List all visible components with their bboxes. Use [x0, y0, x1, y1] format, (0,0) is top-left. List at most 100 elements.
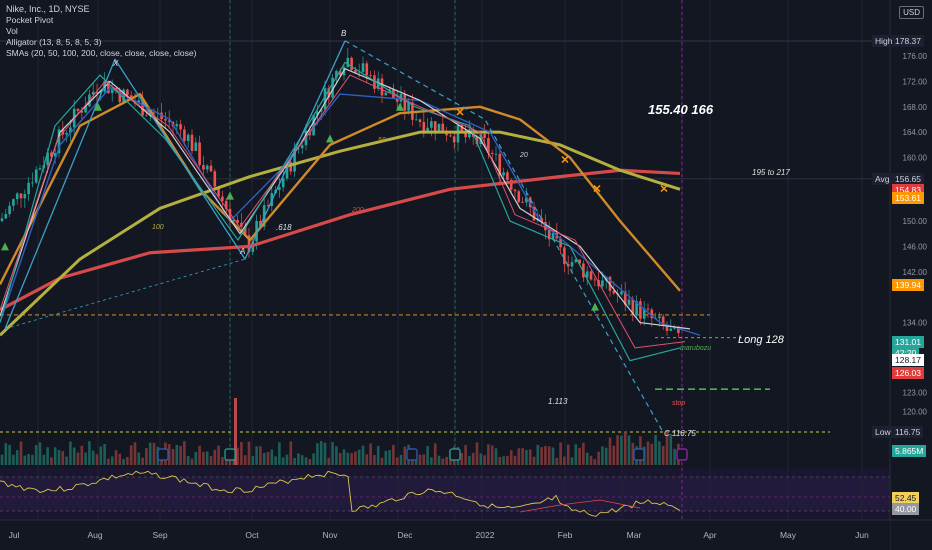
volume-bar [551, 447, 555, 465]
volume-bar [346, 452, 350, 465]
candle-body [4, 214, 8, 219]
volume-bar [91, 450, 95, 465]
time-axis [0, 520, 890, 550]
candle-body [202, 165, 205, 170]
volume-bar [665, 432, 669, 465]
volume-bar [604, 447, 608, 465]
volume-bar [297, 453, 300, 465]
volume-bar [171, 449, 175, 465]
time-tick-label: Apr [703, 530, 716, 540]
time-tick-label: Jun [855, 530, 869, 540]
volume-bar [270, 449, 274, 465]
volume-bar [395, 457, 399, 465]
candle-body [122, 89, 125, 103]
candle-body [152, 112, 156, 114]
volume-bar [559, 442, 562, 465]
candle-body [107, 80, 110, 94]
candle-body [194, 142, 198, 151]
volume-bar [430, 457, 433, 465]
candle-body [521, 202, 524, 204]
volume-bar [126, 457, 129, 465]
volume-bar [141, 457, 144, 465]
price-tick-label: 142.00 [903, 268, 928, 277]
target-annotation: 155.40 166 [648, 102, 714, 117]
candle-body [646, 308, 650, 310]
volume-bar [498, 456, 502, 465]
candle-body [236, 219, 239, 223]
volume-bar [205, 451, 209, 465]
candle-body [487, 138, 490, 153]
volume-bar [175, 444, 179, 465]
sma50-price-tag: 139.94 [892, 278, 924, 291]
candle-body [46, 152, 49, 166]
candle-body [407, 102, 410, 111]
candle-body [414, 119, 418, 121]
volume-bar [661, 445, 665, 465]
volume-bar [84, 452, 87, 465]
time-tick-label: Oct [245, 530, 259, 540]
candle-body [540, 218, 543, 222]
event-marker-icon [157, 448, 169, 461]
volume-bar [517, 448, 521, 465]
volume-bar [190, 458, 194, 465]
volume-bar [589, 455, 593, 465]
entry-price-tag: 128.17 [892, 353, 924, 366]
volume-bar [593, 458, 597, 465]
volume-bar [327, 457, 331, 465]
candle-body [627, 299, 631, 305]
candle-body [8, 205, 11, 215]
volume-bar [217, 445, 220, 465]
volume-bar [224, 458, 228, 465]
pocket-pivot-marker [226, 191, 234, 200]
volume-bar [42, 454, 46, 465]
volume-bar [426, 445, 429, 465]
volume-bar [118, 453, 122, 465]
volume-bar [487, 444, 490, 465]
time-tick-label: Nov [322, 530, 338, 540]
volume-bar [460, 453, 464, 465]
candle-body [506, 172, 509, 180]
candle-body [84, 106, 87, 113]
candle-body [126, 89, 129, 96]
currency-button[interactable]: USD [899, 6, 924, 19]
volume-bar [479, 453, 483, 465]
candle-body [665, 325, 669, 331]
volume-bar [521, 448, 524, 465]
candle-body [285, 161, 289, 179]
candle-body [509, 179, 513, 190]
volume-bar [373, 454, 376, 465]
sma-100-label: 100 [152, 224, 164, 231]
volume-bar [646, 441, 650, 465]
candle-body [327, 88, 331, 98]
candle-body [578, 259, 581, 264]
candle-body [221, 196, 224, 201]
point-a-label: A [239, 247, 245, 256]
point-x-label: X [112, 59, 119, 68]
volume-bar [183, 441, 186, 465]
volume-bar [262, 452, 266, 465]
volume-bar [468, 455, 471, 465]
candle-body [650, 309, 654, 319]
candle-body [160, 112, 163, 120]
candle-body [76, 108, 80, 112]
legend-alligator: Alligator (13, 8, 5, 8, 5, 3) [6, 37, 102, 47]
volume-bar [566, 444, 570, 465]
candle-body [289, 161, 293, 172]
sma-200-line [0, 168, 681, 312]
candle-body [582, 263, 585, 278]
candle-body [57, 129, 61, 154]
sma-20-line [0, 68, 691, 330]
candle-body [80, 111, 84, 113]
time-tick-label: Mar [627, 530, 642, 540]
volume-bar [228, 458, 232, 465]
volume-bar [376, 445, 380, 465]
candle-body [456, 125, 460, 143]
volume-bar [316, 443, 319, 465]
candle-body [167, 120, 171, 122]
candle-body [350, 57, 353, 71]
candle-body [259, 220, 262, 227]
candle-body [585, 271, 589, 278]
volume-bar [72, 447, 76, 465]
